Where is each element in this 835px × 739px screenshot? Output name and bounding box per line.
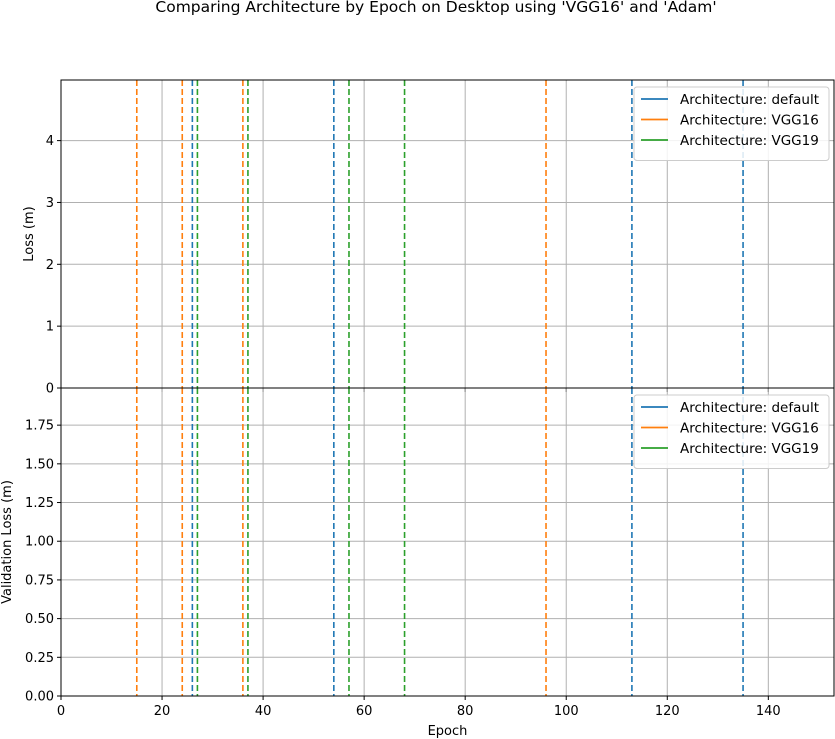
y-axis-label: Loss (m) [22,206,37,261]
y-tick-label: 1.50 [25,457,54,472]
legend-label: Architecture: VGG16 [680,113,819,129]
legend: Architecture: default Architecture: VGG16… [633,394,830,469]
y-tick-label: 0.75 [25,573,54,588]
y-axis-label: Validation Loss (m) [0,480,15,604]
legend-label: Architecture: default [680,400,819,416]
subplot-2: 0.00 0.25 0.50 0.75 1.00 1.25 1.50 1.75 0 20 40 60 8… [0,387,835,739]
y-ticks: 0 1 2 3 4 [46,134,61,397]
axes-frame [60,387,835,697]
x-tick-label: 20 [154,704,171,719]
y-ticks: 0.00 0.25 0.50 0.75 1.00 1.25 1.50 1.75 [25,419,61,705]
y-tick-label: 4 [46,134,54,149]
y-tick-label: 1.00 [25,535,54,550]
x-axis-label: Epoch [428,724,468,739]
figure-title: Comparing Architecture by Epoch on Deskt… [155,0,716,16]
legend-label: Architecture: default [680,92,819,108]
x-tick-label: 0 [57,704,65,719]
y-tick-label: 0.25 [25,651,54,666]
y-tick-label: 1 [46,320,54,335]
legend-label: Architecture: VGG19 [680,441,819,457]
legend-label: Architecture: VGG16 [680,421,819,437]
y-tick-label: 2 [46,258,54,273]
legend: Architecture: default Architecture: VGG16… [633,86,830,161]
x-tick-label: 60 [356,704,373,719]
x-ticks: 0 20 40 60 80 100 120 140 [57,696,781,719]
series-marks [135,80,744,388]
x-tick-label: 140 [756,704,781,719]
y-tick-label: 0.00 [25,690,54,705]
x-tick-label: 40 [255,704,272,719]
x-tick-label: 100 [554,704,579,719]
legend-box [633,86,830,161]
y-tick-label: 1.75 [25,419,54,434]
y-tick-label: 1.25 [25,496,54,511]
x-tick-label: 120 [655,704,680,719]
y-tick-label: 0.50 [25,612,54,627]
x-tick-label: 80 [457,704,474,719]
y-tick-label: 3 [46,196,54,211]
x-ticks [60,388,769,392]
legend-label: Architecture: VGG19 [680,133,819,149]
legend-box [633,394,830,469]
series-marks [135,388,744,696]
y-tick-label: 0 [46,382,54,397]
